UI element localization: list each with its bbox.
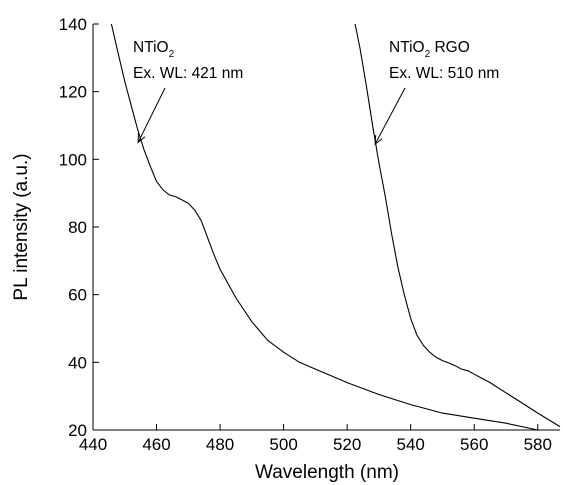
plot-area — [110, 23, 561, 431]
series-line-1 — [110, 23, 538, 431]
y-tick-label-60: 60 — [68, 286, 87, 305]
annotations: NTiO2 Ex. WL: 421 nm NTiO2 RGO Ex. WL: 5… — [133, 39, 499, 146]
x-tick-label-460: 460 — [142, 435, 170, 454]
x-tick-label-580: 580 — [524, 435, 552, 454]
annotation-2-line-1: NTiO2 RGO — [389, 39, 470, 60]
annotation-1-line-2: Ex. WL: 421 nm — [133, 65, 243, 82]
x-tick-label-480: 480 — [206, 435, 234, 454]
series-line-2 — [354, 23, 561, 428]
annotation-1-arrow-head — [137, 133, 146, 144]
annotation-2-arrow-head — [374, 135, 383, 146]
annotation-1-line-1: NTiO2 — [133, 39, 175, 60]
x-tick-label-500: 500 — [269, 435, 297, 454]
x-ticks: 440 460 480 500 520 540 560 580 — [79, 424, 552, 454]
x-tick-label-520: 520 — [333, 435, 361, 454]
y-tick-label-20: 20 — [68, 421, 87, 440]
x-tick-label-440: 440 — [79, 435, 107, 454]
y-tick-label-80: 80 — [68, 218, 87, 237]
y-tick-label-120: 120 — [59, 83, 87, 102]
axes — [92, 24, 560, 431]
x-tick-label-560: 560 — [460, 435, 488, 454]
x-tick-label-540: 540 — [396, 435, 424, 454]
annotation-2-line-2: Ex. WL: 510 nm — [389, 65, 499, 82]
y-axis-title: PL intensity (a.u.) — [11, 153, 32, 300]
y-tick-label-100: 100 — [59, 150, 87, 169]
x-axis-title: Wavelength (nm) — [255, 462, 399, 483]
y-ticks: 20 40 60 80 100 120 140 — [59, 15, 99, 440]
annotation-2-arrow-shaft — [374, 87, 406, 145]
y-tick-label-40: 40 — [68, 353, 87, 372]
annotation-1-arrow-shaft — [137, 87, 166, 143]
y-tick-label-140: 140 — [59, 15, 87, 34]
